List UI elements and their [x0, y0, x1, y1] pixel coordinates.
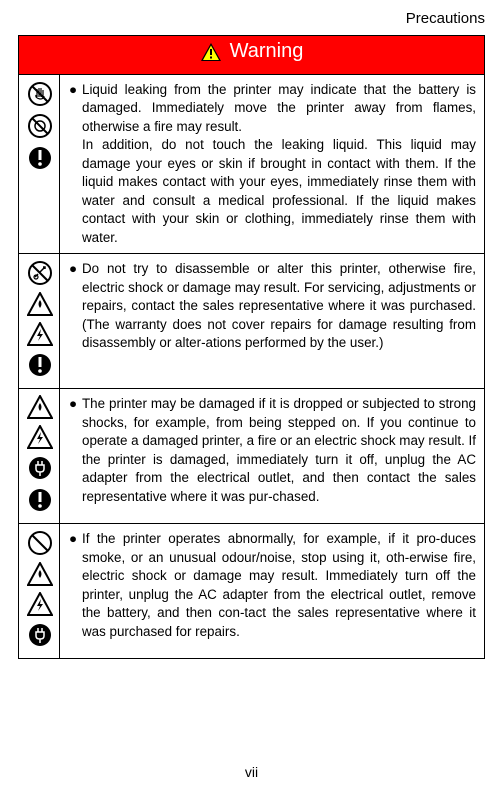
- prohibit-circle-icon: [27, 113, 53, 139]
- page-header: Precautions: [18, 10, 485, 27]
- bullet-icon: ●: [64, 260, 82, 353]
- warning-table: Warning: [18, 35, 485, 659]
- fire-triangle-icon: [27, 562, 53, 586]
- prohibit-disassemble-icon: [27, 260, 53, 286]
- section-2-text: ● Do not try to disassemble or alter thi…: [60, 254, 485, 389]
- bullet-icon: ●: [64, 395, 82, 506]
- warning-header-cell: Warning: [19, 36, 485, 75]
- shock-triangle-icon: [27, 425, 53, 449]
- section-2-body: Do not try to disassemble or alter this …: [82, 260, 476, 353]
- warning-label: Warning: [230, 40, 304, 63]
- exclaim-solid-icon: [27, 487, 53, 513]
- section-4-text: ● If the printer operates abnormally, fo…: [60, 524, 485, 659]
- shock-triangle-icon: [27, 322, 53, 346]
- warning-triangle-icon: [200, 42, 222, 62]
- exclaim-solid-icon: [27, 352, 53, 378]
- page-number: vii: [0, 764, 503, 780]
- section-1-icons: [19, 74, 60, 254]
- unplug-solid-icon: [27, 622, 53, 648]
- section-4-icons: [19, 524, 60, 659]
- section-4-body: If the printer operates abnormally, for …: [82, 530, 476, 641]
- fire-triangle-icon: [27, 292, 53, 316]
- section-1-body: Liquid leaking from the printer may indi…: [82, 81, 476, 248]
- section-3-text: ● The printer may be damaged if it is dr…: [60, 389, 485, 524]
- prohibit-plain-icon: [27, 530, 53, 556]
- section-3-icons: [19, 389, 60, 524]
- shock-triangle-icon: [27, 592, 53, 616]
- prohibit-hand-icon: [27, 81, 53, 107]
- section-1-text: ● Liquid leaking from the printer may in…: [60, 74, 485, 254]
- bullet-icon: ●: [64, 81, 82, 248]
- unplug-solid-icon: [27, 455, 53, 481]
- exclaim-solid-icon: [27, 145, 53, 171]
- bullet-icon: ●: [64, 530, 82, 641]
- section-3-body: The printer may be damaged if it is drop…: [82, 395, 476, 506]
- section-2-icons: [19, 254, 60, 389]
- fire-triangle-icon: [27, 395, 53, 419]
